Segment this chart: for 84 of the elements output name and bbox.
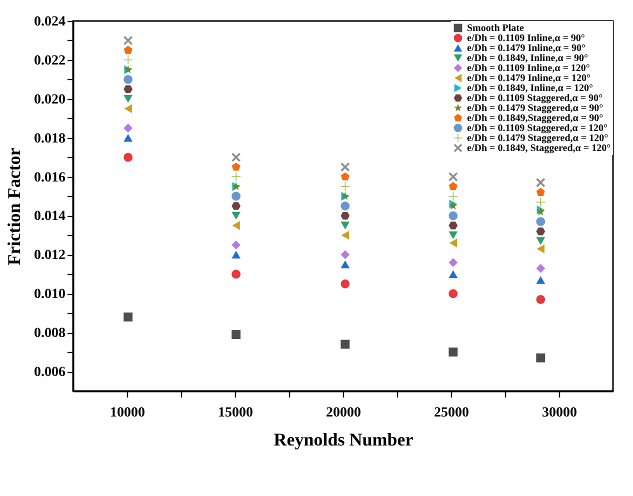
point bbox=[536, 276, 546, 284]
legend-label: e/Dh = 0.1849, Inline,α = 90° bbox=[467, 53, 588, 64]
point bbox=[536, 217, 546, 226]
point bbox=[124, 152, 133, 162]
point bbox=[340, 279, 350, 288]
y-tick-label: 0.010 bbox=[34, 287, 66, 302]
point bbox=[124, 36, 133, 45]
point bbox=[536, 264, 546, 273]
x-tick-label: 15000 bbox=[218, 406, 253, 420]
point bbox=[340, 162, 350, 172]
legend-label: e/Dh = 0.1479 Staggered,α = 120° bbox=[467, 133, 608, 144]
point bbox=[232, 192, 241, 201]
point bbox=[124, 55, 133, 64]
legend-label: e/Dh = 0.1109 Inline,α = 120° bbox=[467, 63, 590, 74]
point bbox=[232, 330, 241, 339]
point bbox=[232, 240, 241, 250]
point bbox=[124, 104, 132, 114]
y-tick-label: 0.008 bbox=[34, 326, 66, 342]
point bbox=[340, 250, 350, 260]
point bbox=[340, 202, 350, 210]
point bbox=[232, 162, 240, 171]
legend-label: e/Dh = 0.1479 Staggered,α = 90° bbox=[467, 103, 604, 114]
point bbox=[448, 270, 458, 278]
point bbox=[449, 238, 458, 248]
point bbox=[448, 211, 458, 220]
point bbox=[232, 202, 241, 210]
legend-label: e/Dh = 0.1109 Staggered,α = 90° bbox=[467, 93, 603, 104]
y-tick-label: 0.006 bbox=[34, 365, 66, 380]
point bbox=[448, 182, 458, 190]
x-axis-title: Reynolds Number bbox=[274, 430, 414, 450]
legend-label: e/Dh = 0.1479 Inline,α = 120° bbox=[467, 73, 590, 84]
point bbox=[448, 231, 458, 240]
x-tick-label: 20000 bbox=[326, 406, 361, 420]
legend-label: e/Dh = 0.1849,Staggered,α = 90° bbox=[467, 113, 604, 124]
y-tick-label: 0.018 bbox=[34, 131, 66, 146]
point bbox=[340, 340, 350, 349]
point bbox=[124, 74, 133, 84]
point bbox=[448, 258, 458, 267]
point bbox=[536, 227, 546, 236]
legend-label: e/Dh = 0.1849, Staggered,α = 120° bbox=[467, 143, 611, 154]
point bbox=[536, 295, 546, 304]
point bbox=[341, 230, 350, 240]
point bbox=[340, 172, 350, 180]
point bbox=[124, 312, 133, 322]
legend-label: e/Dh = 0.1479 Inline,α = 90° bbox=[467, 43, 586, 54]
y-axis-title: Friction Factor bbox=[4, 148, 24, 266]
legend-label: e/Dh = 0.1109 Inline,α = 90° bbox=[467, 33, 585, 44]
x-tick-label: 10000 bbox=[110, 406, 145, 420]
point bbox=[536, 237, 546, 245]
point bbox=[232, 250, 241, 259]
point bbox=[448, 348, 458, 357]
y-tick-label: 0.016 bbox=[34, 170, 66, 186]
point bbox=[340, 222, 350, 230]
legend-label: Smooth Plate bbox=[467, 23, 524, 34]
point bbox=[232, 212, 241, 220]
point bbox=[232, 152, 241, 162]
point bbox=[124, 134, 133, 142]
point bbox=[448, 172, 458, 182]
point bbox=[124, 124, 133, 133]
y-tick-label: 0.024 bbox=[34, 14, 66, 30]
legend-label: e/Dh = 0.1849, Inline,α = 120° bbox=[467, 83, 593, 94]
point bbox=[340, 182, 350, 191]
point bbox=[536, 188, 545, 196]
x-tick-label: 30000 bbox=[542, 406, 577, 420]
point bbox=[448, 222, 458, 230]
y-tick-label: 0.014 bbox=[34, 209, 66, 224]
point bbox=[536, 353, 546, 362]
point bbox=[232, 270, 241, 279]
point bbox=[536, 178, 546, 188]
y-tick-label: 0.022 bbox=[34, 53, 66, 68]
point bbox=[536, 244, 545, 254]
legend-label: e/Dh = 0.1109 Staggered,α = 120° bbox=[467, 123, 608, 134]
point bbox=[124, 46, 132, 54]
y-tick-label: 0.012 bbox=[34, 248, 66, 264]
point bbox=[340, 260, 350, 268]
y-tick-label: 0.020 bbox=[34, 92, 66, 108]
x-tick-label: 25000 bbox=[434, 406, 469, 420]
point bbox=[448, 289, 458, 298]
point bbox=[536, 198, 546, 207]
point bbox=[124, 85, 133, 94]
point bbox=[232, 221, 240, 230]
point bbox=[340, 212, 350, 220]
point bbox=[232, 172, 241, 182]
point bbox=[124, 95, 133, 103]
